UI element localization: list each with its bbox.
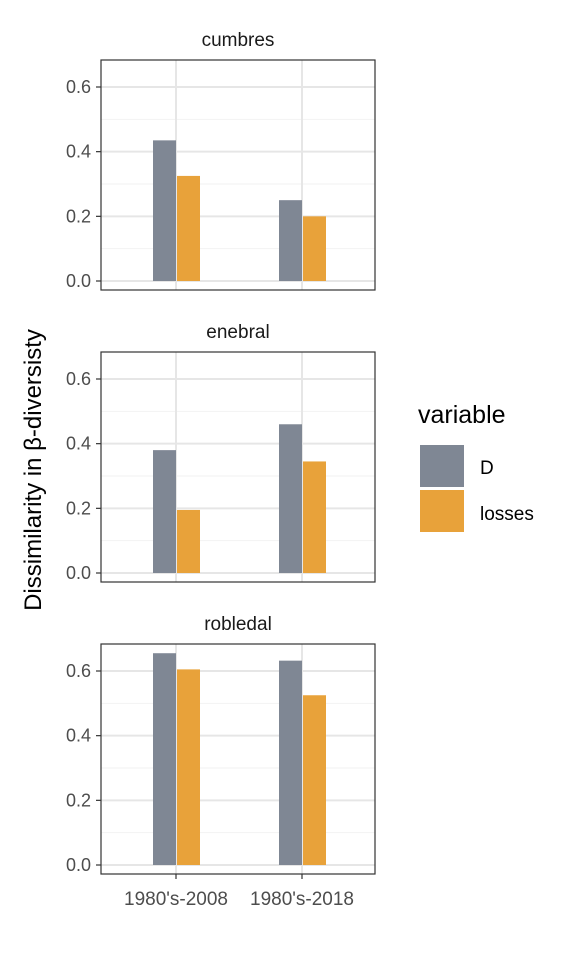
bar-d: [279, 200, 302, 281]
bar-losses: [303, 216, 326, 281]
panel-background: [101, 352, 375, 582]
facet-panel-robledal: robledal 0.0 0.2 0.4 0.6: [66, 614, 376, 879]
bar-losses: [303, 461, 326, 573]
y-tick-label: 0.6: [66, 369, 91, 389]
bar-d: [279, 660, 302, 865]
y-tick-label: 0.0: [66, 855, 91, 875]
facet-title: cumbres: [202, 30, 275, 51]
y-tick-label: 0.6: [66, 77, 91, 97]
y-tick-label: 0.2: [66, 498, 91, 518]
y-tick-label: 0.2: [66, 790, 91, 810]
y-tick-label: 0.4: [66, 142, 91, 162]
facet-panel-cumbres: cumbres 0.0 0.2 0.4 0.6: [66, 30, 376, 291]
facet-panels: cumbres0.00.20.40.6enebral0.00.20.40.6ro…: [66, 30, 376, 879]
bar-losses: [177, 669, 200, 865]
y-tick-label: 0.4: [66, 434, 91, 454]
legend-title: variable: [418, 401, 506, 429]
legend-key-losses: [420, 490, 464, 532]
y-tick-label: 0.0: [66, 271, 91, 291]
bar-d: [153, 140, 176, 281]
bar-d: [153, 653, 176, 865]
panel-border: [100, 59, 376, 291]
y-tick-label: 0.6: [66, 661, 91, 681]
legend: variable D losses: [418, 401, 534, 532]
panel-border: [100, 643, 376, 875]
y-tick-label: 0.0: [66, 563, 91, 583]
legend-label-losses: losses: [480, 504, 534, 525]
bar-losses: [303, 695, 326, 865]
x-tick-label: 1980's-2018: [250, 889, 354, 910]
facet-panel-enebral: enebral 0.0 0.2 0.4 0.6: [66, 322, 376, 583]
bar-losses: [177, 175, 200, 281]
bar-losses: [177, 509, 200, 573]
panel-border: [100, 351, 376, 583]
y-axis-title: Dissimilarity in β-diversisty: [20, 329, 47, 611]
x-tick-label: 1980's-2008: [124, 889, 228, 910]
panel-background: [101, 644, 375, 874]
y-tick-label: 0.2: [66, 206, 91, 226]
legend-label-d: D: [480, 458, 494, 479]
facet-title: enebral: [206, 322, 269, 343]
x-axis: 1980's-2008 1980's-2018: [124, 889, 354, 910]
panel-background: [101, 60, 375, 290]
facet-title: robledal: [204, 614, 272, 635]
y-tick-label: 0.4: [66, 726, 91, 746]
legend-key-d: [420, 445, 464, 487]
bar-d: [279, 424, 302, 573]
bar-d: [153, 450, 176, 573]
